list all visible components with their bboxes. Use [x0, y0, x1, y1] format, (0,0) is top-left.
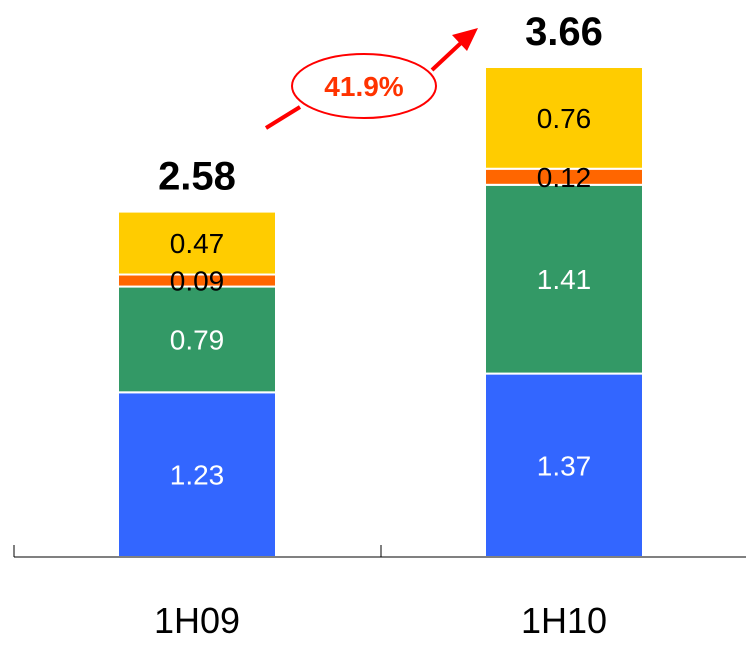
x-tick-label-1h10: 1H10 — [521, 600, 607, 641]
bars-layer — [117, 66, 644, 559]
value-label-yellow-1h09: 0.47 — [170, 228, 225, 259]
value-label-green-1h10: 1.41 — [537, 264, 592, 295]
bar-segment-green-1h10 — [484, 183, 644, 375]
growth-arrow-line — [264, 105, 302, 130]
value-label-blue-1h09: 1.23 — [170, 460, 225, 491]
growth-arrow-head — [452, 28, 478, 51]
value-label-yellow-1h10: 0.76 — [537, 103, 592, 134]
x-tick-label-1h09: 1H09 — [154, 600, 240, 641]
bar-segment-green-1h09 — [117, 285, 277, 394]
labels-layer: 1.23 0.79 0.09 0.47 2.58 1.37 1.41 0.12 0.76 3.66 — [158, 10, 603, 491]
value-label-orange-1h09: 0.09 — [170, 266, 225, 297]
growth-label: 41.9% — [324, 71, 403, 102]
value-label-orange-1h10: 0.12 — [537, 162, 592, 193]
total-label-1h09: 2.58 — [158, 155, 236, 199]
total-label-1h10: 3.66 — [525, 10, 603, 54]
growth-ellipse — [291, 53, 437, 119]
bar-segment-yellow-1h09 — [117, 210, 277, 276]
value-label-green-1h09: 0.79 — [170, 324, 225, 355]
growth-arrow-line-upper — [430, 40, 464, 72]
bar-segment-yellow-1h10 — [484, 66, 644, 170]
bar-segment-blue-1h09 — [117, 391, 277, 559]
value-label-blue-1h10: 1.37 — [537, 450, 592, 481]
growth-callout: 41.9% — [264, 28, 478, 130]
